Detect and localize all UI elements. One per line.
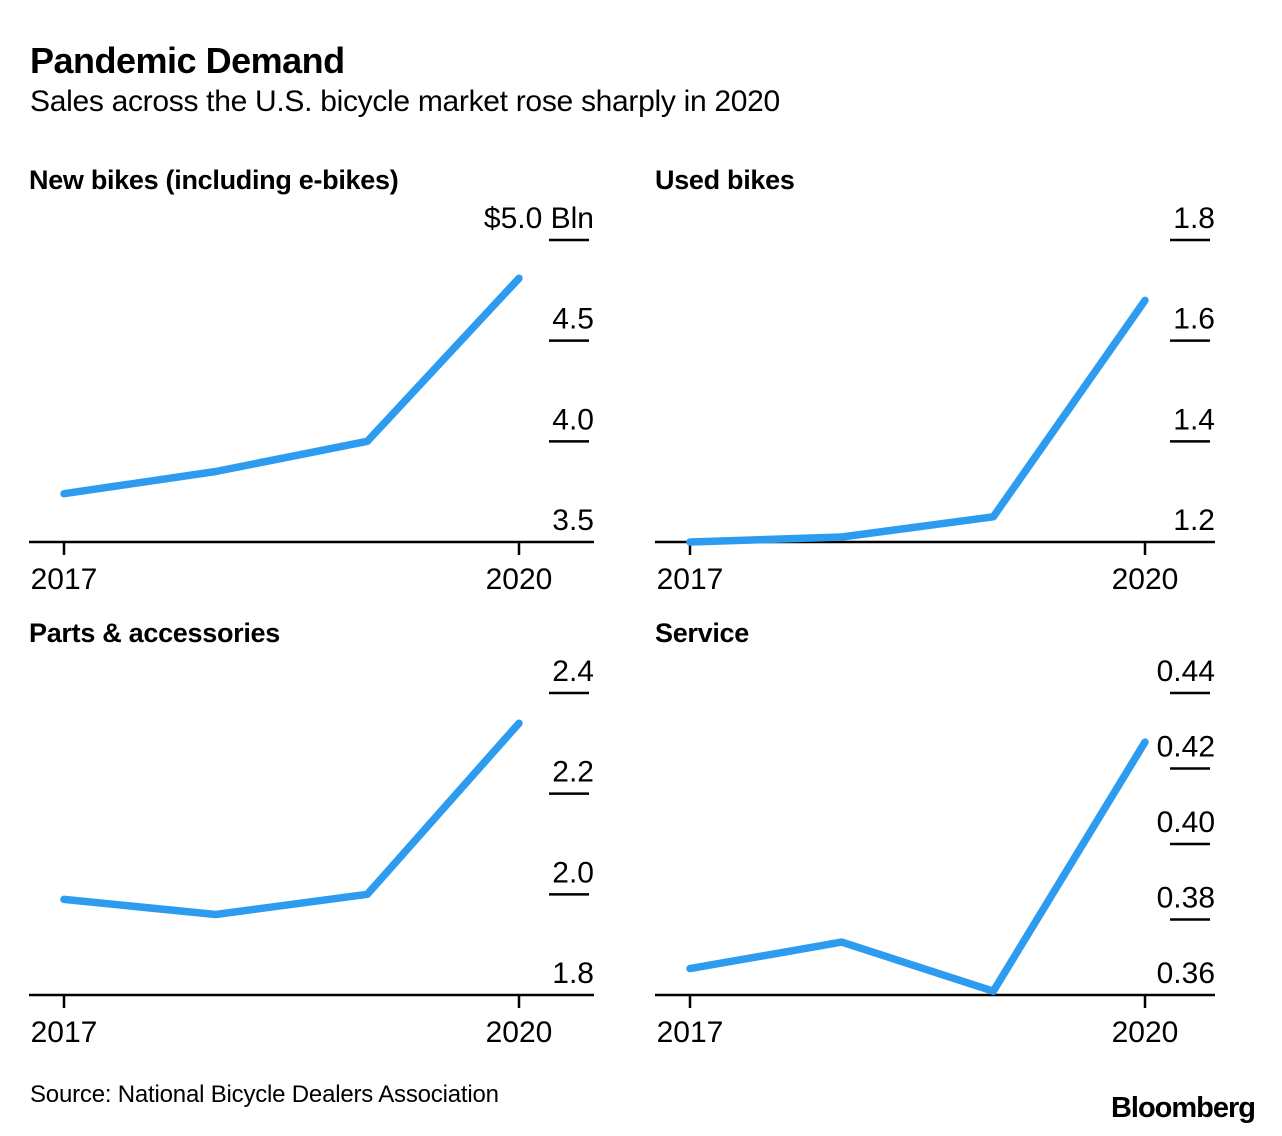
source-attribution: Source: National Bicycle Dealers Associa… — [30, 1081, 499, 1108]
y-tick-label: 1.8 — [1173, 202, 1215, 235]
x-tick-label: 2017 — [31, 563, 98, 596]
page-title: Pandemic Demand — [30, 40, 345, 81]
chart-panel-used-bikes: Used bikes 1.8 1.6 1.4 1.2 2017 2020 — [655, 163, 1215, 607]
y-tick-label: $5.0 Bln — [484, 202, 594, 235]
y-tick-label: 4.5 — [552, 303, 594, 336]
x-tick-label: 2020 — [1112, 563, 1179, 596]
chart-panel-parts-accessories: Parts & accessories 2.4 2.2 2.0 1.8 2017 2020 — [29, 616, 594, 1060]
y-tick-label: 2.2 — [552, 756, 594, 789]
data-line-series — [60, 719, 523, 919]
y-tick-label: 0.44 — [1157, 655, 1215, 688]
chart-title-parts-accessories: Parts & accessories — [29, 618, 280, 648]
bloomberg-logo: Bloomberg — [1110, 1092, 1256, 1124]
chart-panel-new-bikes: New bikes (including e-bikes) $5.0 Bln 4.… — [29, 163, 594, 607]
x-tick-label: 2017 — [31, 1016, 98, 1049]
chart-panel-service: Service 0.44 0.42 0.40 0.38 0.36 2017 2020 — [655, 616, 1215, 1060]
line-chart-parts-accessories: 2.4 2.2 2.0 1.8 2017 2020 — [29, 655, 594, 1049]
chart-title-used-bikes: Used bikes — [655, 165, 795, 195]
y-tick-label: 0.42 — [1157, 731, 1215, 764]
y-tick-label: 1.8 — [552, 957, 594, 990]
chart-title-new-bikes: New bikes (including e-bikes) — [29, 165, 399, 195]
line-chart-used-bikes: 1.8 1.6 1.4 1.2 2017 2020 — [655, 202, 1215, 596]
data-line-series — [686, 296, 1149, 546]
y-tick-label: 0.38 — [1157, 882, 1215, 915]
x-tick-label: 2020 — [486, 1016, 553, 1049]
y-tick-label: 1.2 — [1173, 504, 1215, 537]
y-tick-label: 0.36 — [1157, 957, 1215, 990]
x-tick-label: 2020 — [486, 563, 553, 596]
y-tick-label: 2.0 — [552, 856, 594, 889]
y-tick-label: 0.40 — [1157, 806, 1215, 839]
line-chart-new-bikes: $5.0 Bln 4.5 4.0 3.5 2017 2020 — [29, 202, 594, 596]
data-line-series — [60, 274, 523, 498]
x-tick-label: 2020 — [1112, 1016, 1179, 1049]
x-tick-label: 2017 — [657, 563, 724, 596]
page-subtitle: Sales across the U.S. bicycle market ros… — [30, 85, 780, 118]
line-chart-service: 0.44 0.42 0.40 0.38 0.36 2017 2020 — [655, 655, 1215, 1049]
x-tick-label: 2017 — [657, 1016, 724, 1049]
y-tick-label: 1.6 — [1173, 303, 1215, 336]
y-tick-label: 1.4 — [1173, 403, 1215, 436]
y-tick-label: 3.5 — [552, 504, 594, 537]
data-line-series — [686, 738, 1149, 995]
chart-title-service: Service — [655, 618, 749, 648]
y-tick-label: 2.4 — [552, 655, 594, 688]
y-tick-label: 4.0 — [552, 403, 594, 436]
